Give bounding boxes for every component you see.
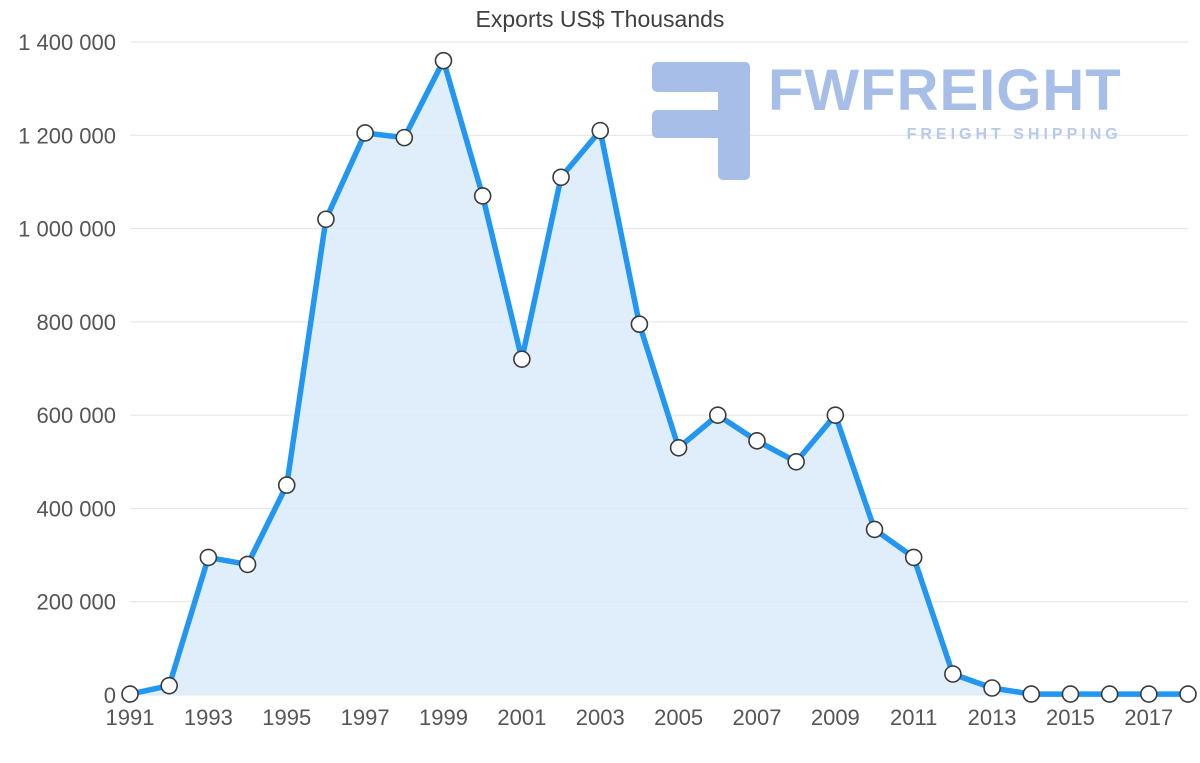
svg-text:2005: 2005 (654, 705, 703, 730)
svg-text:2013: 2013 (968, 705, 1017, 730)
svg-text:2009: 2009 (811, 705, 860, 730)
svg-text:2007: 2007 (732, 705, 781, 730)
svg-text:400 000: 400 000 (36, 496, 116, 521)
svg-text:2001: 2001 (497, 705, 546, 730)
svg-text:1991: 1991 (106, 705, 155, 730)
svg-text:1995: 1995 (262, 705, 311, 730)
svg-text:0: 0 (104, 683, 116, 708)
svg-text:1993: 1993 (184, 705, 233, 730)
svg-text:200 000: 200 000 (36, 590, 116, 615)
svg-text:1999: 1999 (419, 705, 468, 730)
svg-text:600 000: 600 000 (36, 403, 116, 428)
svg-text:2015: 2015 (1046, 705, 1095, 730)
svg-text:1 400 000: 1 400 000 (18, 30, 116, 55)
svg-text:2011: 2011 (890, 705, 937, 730)
svg-text:1 000 000: 1 000 000 (18, 217, 116, 242)
svg-text:800 000: 800 000 (36, 310, 116, 335)
chart-title: Exports US$ Thousands (475, 6, 725, 32)
svg-text:1997: 1997 (341, 705, 390, 730)
svg-text:2017: 2017 (1124, 705, 1173, 730)
svg-text:1 200 000: 1 200 000 (18, 123, 116, 148)
svg-text:2003: 2003 (576, 705, 625, 730)
